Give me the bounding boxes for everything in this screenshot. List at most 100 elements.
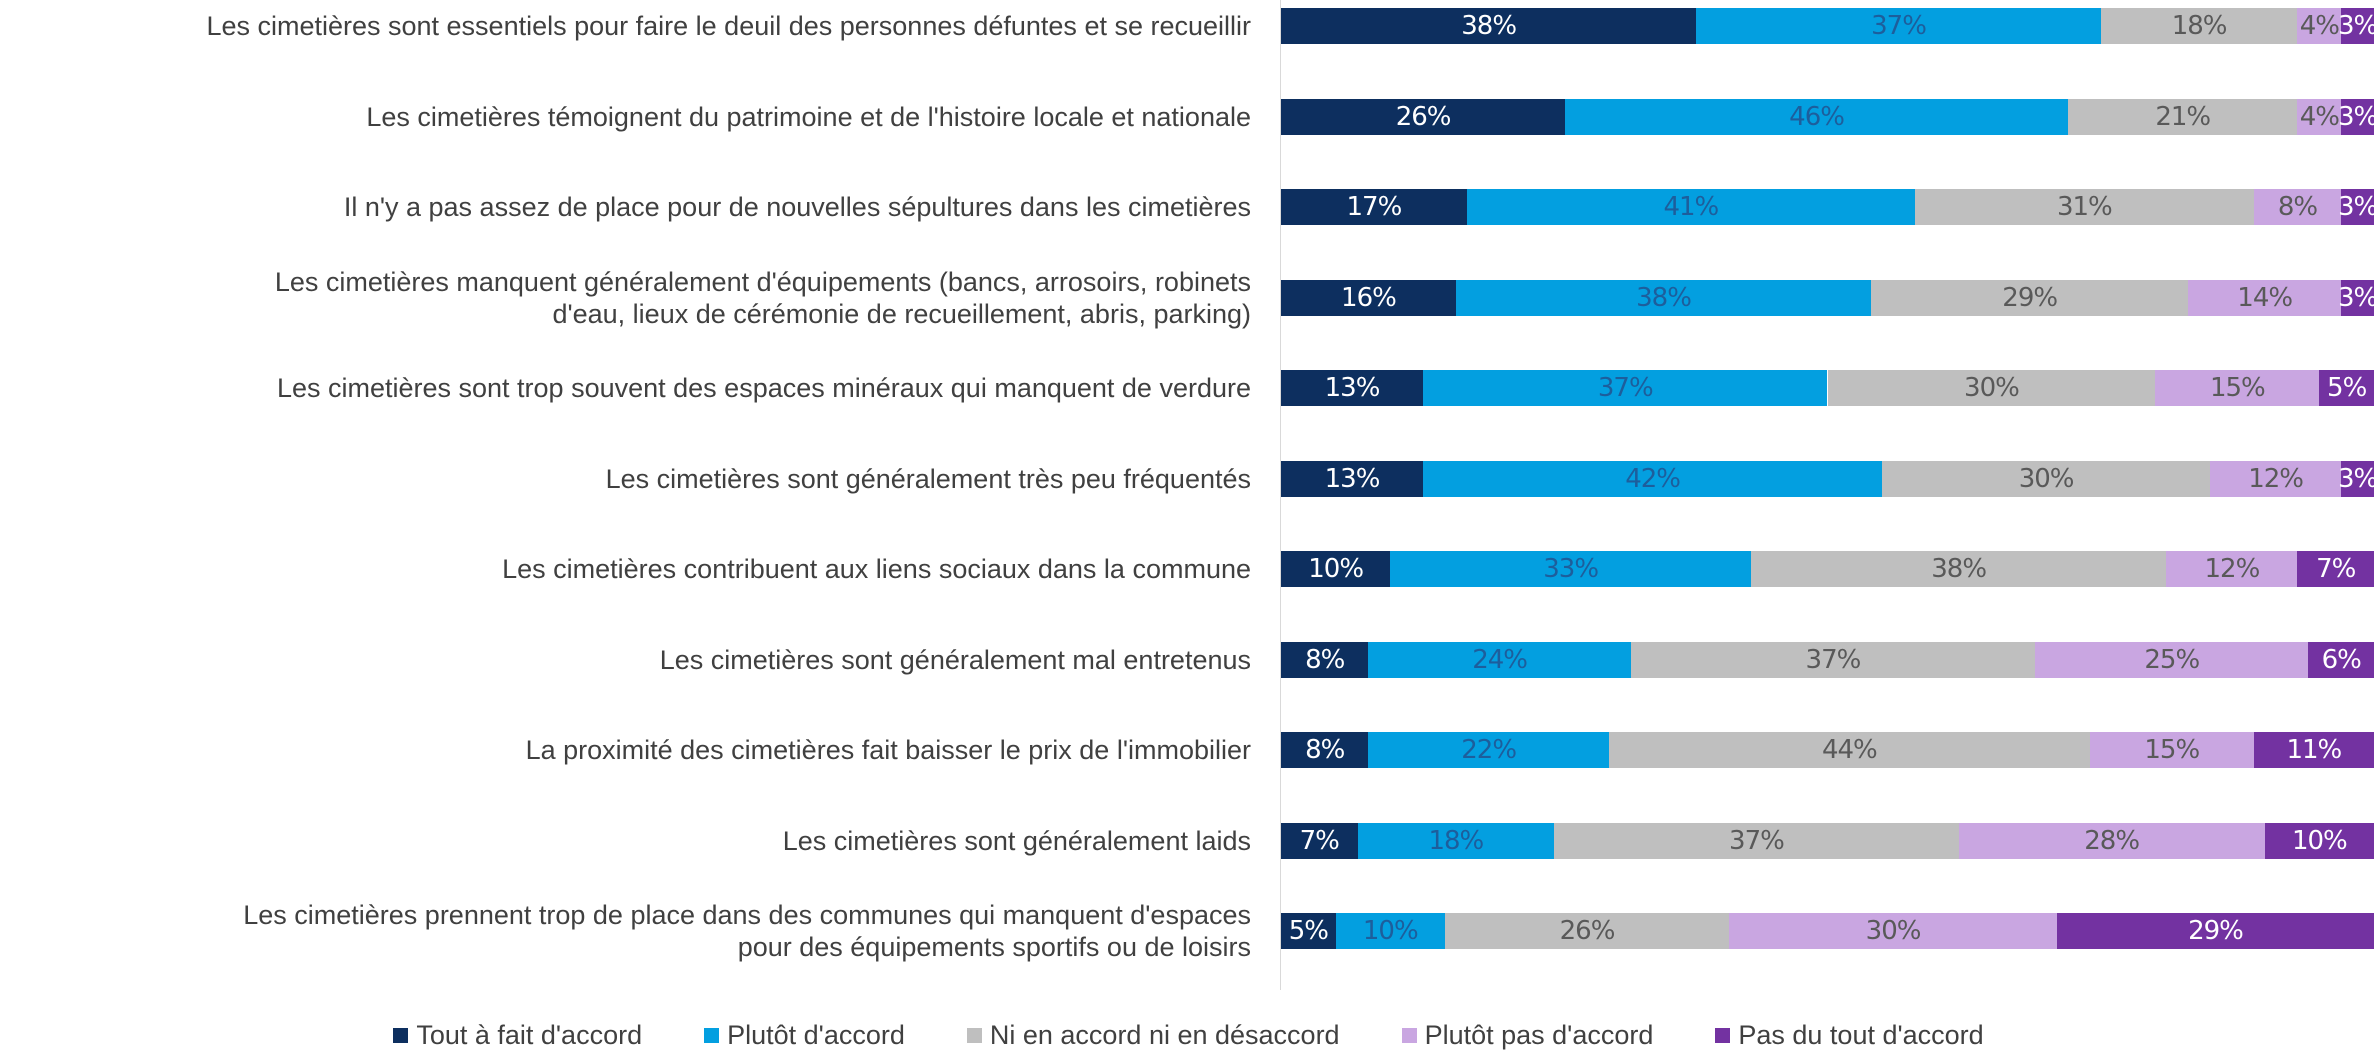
legend-label: Pas du tout d'accord [1738, 1020, 1984, 1050]
legend-swatch [704, 1028, 720, 1043]
data-label: 8% [1305, 644, 1345, 675]
bar-segment: 18% [2100, 8, 2298, 44]
data-label: 5% [1288, 916, 1329, 946]
bar-segment: 25% [2035, 641, 2309, 678]
data-label: 3% [2337, 463, 2377, 494]
bar-segment: 14% [2188, 279, 2342, 316]
data-label: 12% [2248, 463, 2304, 494]
bar-segment: 7% [1281, 822, 1358, 859]
data-label: 42% [1625, 463, 1681, 494]
bar-segment: 5% [1281, 913, 1336, 949]
bar-segment: 12% [2166, 551, 2298, 587]
data-label: 10% [1308, 554, 1364, 584]
category-label: Les cimetières témoignent du patrimoine … [366, 101, 1251, 132]
legend-label: Plutôt d'accord [727, 1020, 905, 1050]
bar-segment: 7% [2297, 551, 2374, 587]
bar-segment: 28% [1958, 822, 2265, 859]
data-label: 26% [1395, 101, 1452, 132]
data-label: 30% [2018, 463, 2075, 494]
data-label: 10% [2291, 825, 2348, 856]
data-label: 4% [2299, 101, 2340, 132]
bar-segment: 13% [1281, 370, 1424, 406]
category-label: La proximité des cimetières fait baisser… [525, 735, 1251, 765]
bar-segment: 42% [1423, 460, 1883, 497]
data-label: 18% [2171, 11, 2228, 41]
bar-segment: 3% [2337, 460, 2377, 497]
data-label: 3% [2337, 101, 2377, 132]
bar-segment: 44% [1608, 732, 2090, 768]
data-label: 13% [1324, 463, 1381, 494]
data-label: 22% [1461, 735, 1517, 765]
legend-swatch [966, 1028, 982, 1043]
data-label: 46% [1789, 101, 1845, 132]
bar-segment: 17% [1281, 189, 1467, 225]
data-label: 13% [1324, 373, 1381, 403]
data-label: 41% [1663, 192, 1719, 222]
data-label: 33% [1543, 554, 1599, 584]
category-label: Les cimetières sont généralement très pe… [605, 463, 1251, 494]
bar-segment: 26% [1281, 98, 1566, 135]
bar-segment: 38% [1281, 8, 1697, 44]
bar-segment: 30% [1827, 370, 2156, 406]
category-label: Les cimetières sont trop souvent des esp… [276, 373, 1251, 403]
bar-segment: 30% [1882, 460, 2211, 497]
bar-segment: 12% [2210, 460, 2342, 497]
data-label: 44% [1821, 735, 1878, 765]
data-label: 26% [1559, 916, 1616, 946]
legend-item: Plutôt d'accord [704, 1020, 905, 1051]
bar-segment: 37% [1554, 822, 1959, 859]
category-label: Les cimetières sont généralement mal ent… [659, 644, 1251, 675]
bar-segment: 3% [2338, 8, 2377, 44]
data-label: 11% [2286, 735, 2342, 765]
bar-segment: 8% [2253, 189, 2342, 225]
bar-segment: 29% [1871, 279, 2189, 316]
bar-segment: 8% [1281, 641, 1369, 678]
data-label: 38% [1931, 554, 1987, 584]
bar-segment: 18% [1357, 822, 1555, 859]
data-label: 29% [2002, 282, 2058, 313]
data-label: 3% [2337, 192, 2377, 222]
data-label: 37% [1729, 825, 1785, 856]
data-label: 31% [2056, 192, 2113, 222]
bar-segment: 4% [2297, 8, 2342, 44]
bar-segment: 13% [1281, 460, 1424, 497]
data-label: 28% [2084, 825, 2140, 856]
bar-segment: 6% [2308, 641, 2374, 678]
data-label: 18% [1428, 825, 1484, 856]
data-label: 16% [1341, 282, 1397, 313]
legend-item: Tout à fait d'accord [393, 1020, 642, 1051]
data-label: 3% [2337, 282, 2377, 313]
bar-segment: 38% [1750, 551, 2167, 587]
data-label: 10% [1362, 916, 1419, 946]
legend-item: Plutôt pas d'accord [1401, 1020, 1653, 1051]
bar-segment: 37% [1423, 370, 1828, 406]
bar-segment: 15% [2089, 732, 2254, 768]
category-label: Il n'y a pas assez de place pour de nouv… [343, 192, 1251, 222]
legend-item: Ni en accord ni en désaccord [966, 1020, 1340, 1051]
legend-swatch [1715, 1028, 1731, 1043]
category-label: Les cimetières manquent généralement d'é… [274, 266, 1251, 329]
bar-segment: 10% [2264, 822, 2374, 859]
bar-segment: 38% [1455, 279, 1872, 316]
data-label: 38% [1636, 282, 1692, 313]
legend-label: Tout à fait d'accord [416, 1020, 643, 1050]
category-label: Les cimetières sont généralement laids [782, 825, 1251, 856]
data-label: 15% [2209, 373, 2266, 403]
bar-segment: 15% [2155, 370, 2320, 406]
legend-swatch [393, 1028, 409, 1043]
data-label: 37% [1871, 11, 1927, 41]
bar-segment: 11% [2253, 732, 2374, 768]
bar-segment: 26% [1444, 913, 1730, 949]
bar-segment: 46% [1565, 98, 2068, 135]
data-label: 5% [2327, 373, 2367, 403]
bar-segment: 3% [2337, 98, 2377, 135]
legend-item: Pas du tout d'accord [1715, 1020, 1984, 1051]
data-label: 6% [2321, 644, 2362, 675]
bar-segment: 10% [1335, 913, 1445, 949]
data-label: 8% [1305, 735, 1345, 765]
bar-segment: 37% [1696, 8, 2101, 44]
bar-segment: 16% [1281, 279, 1456, 316]
data-label: 15% [2144, 735, 2200, 765]
data-label: 8% [2277, 192, 2318, 222]
